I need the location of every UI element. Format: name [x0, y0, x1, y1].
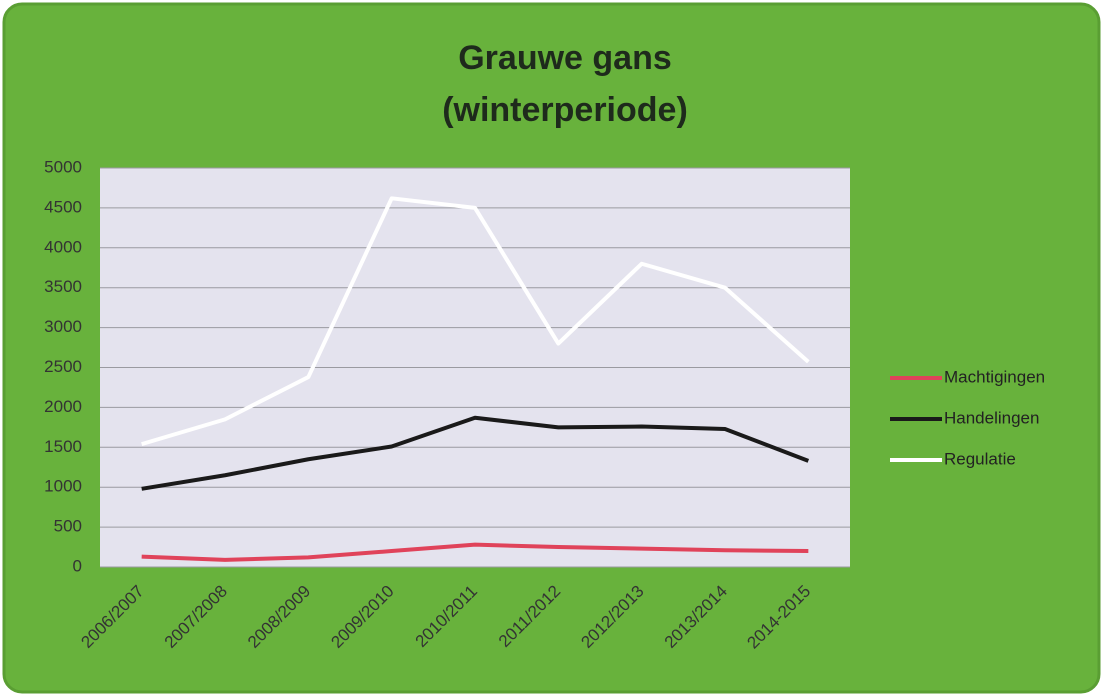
- y-tick-label: 5000: [44, 157, 82, 176]
- y-tick-label: 2500: [44, 357, 82, 376]
- y-tick-label: 4000: [44, 237, 82, 256]
- legend-label: Machtigingen: [944, 367, 1045, 386]
- y-tick-label: 1000: [44, 477, 82, 496]
- y-tick-label: 0: [73, 556, 82, 575]
- y-tick-label: 2000: [44, 397, 82, 416]
- line: [141, 542, 809, 562]
- chart-title: Grauwe gans: [458, 39, 672, 77]
- y-tick-label: 4500: [44, 197, 82, 216]
- line: [141, 415, 810, 491]
- line: [141, 196, 810, 447]
- legend-label: Handelingen: [944, 408, 1039, 427]
- y-tick-label: 3000: [44, 317, 82, 336]
- y-tick-label: 500: [54, 517, 82, 536]
- chart-subtitle: (winterperiode): [442, 91, 688, 129]
- y-tick-label: 1500: [44, 437, 82, 456]
- legend-label: Regulatie: [944, 449, 1016, 468]
- y-tick-label: 3500: [44, 277, 82, 296]
